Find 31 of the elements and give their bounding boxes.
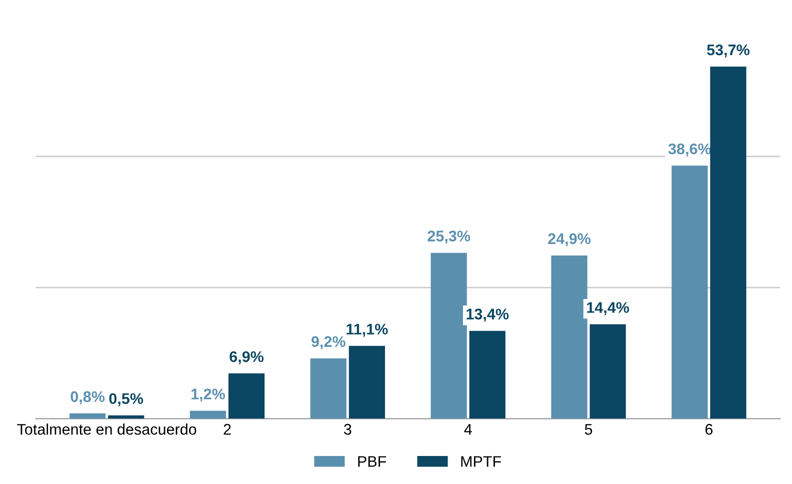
bar	[108, 415, 144, 419]
bar	[430, 252, 467, 419]
bar	[469, 330, 506, 419]
data-label: 11,1%	[346, 324, 388, 337]
x-tick-label: 3	[344, 424, 352, 435]
x-tick-label: 5	[584, 424, 592, 435]
bar	[672, 166, 708, 419]
bar	[551, 255, 588, 419]
bar	[710, 66, 746, 419]
legend-label: MPTF	[461, 456, 501, 467]
data-label: 0,8%	[70, 391, 105, 404]
x-tick-label: 2	[224, 424, 231, 435]
data-label: 0,5%	[109, 393, 144, 406]
x-tick-label: 4	[464, 424, 472, 435]
data-label: 13,4%	[466, 308, 509, 322]
data-label: 6,9%	[230, 351, 264, 364]
data-label: 9,2%	[312, 336, 346, 350]
data-label: 25,3%	[428, 230, 470, 244]
data-label: 1,2%	[192, 388, 225, 402]
data-label: 14,4%	[587, 302, 630, 316]
bar	[190, 410, 226, 419]
data-label: 53,7%	[707, 44, 750, 58]
bar	[228, 373, 265, 419]
legend-label: PBF	[358, 456, 386, 467]
x-tick-label: 6	[705, 424, 713, 435]
data-label: 24,9%	[548, 233, 591, 246]
x-tick-label: Totalmente en desacuerdo	[17, 424, 196, 435]
bar	[69, 413, 106, 419]
bar	[590, 324, 626, 419]
bar	[348, 346, 385, 419]
bar	[310, 358, 346, 419]
